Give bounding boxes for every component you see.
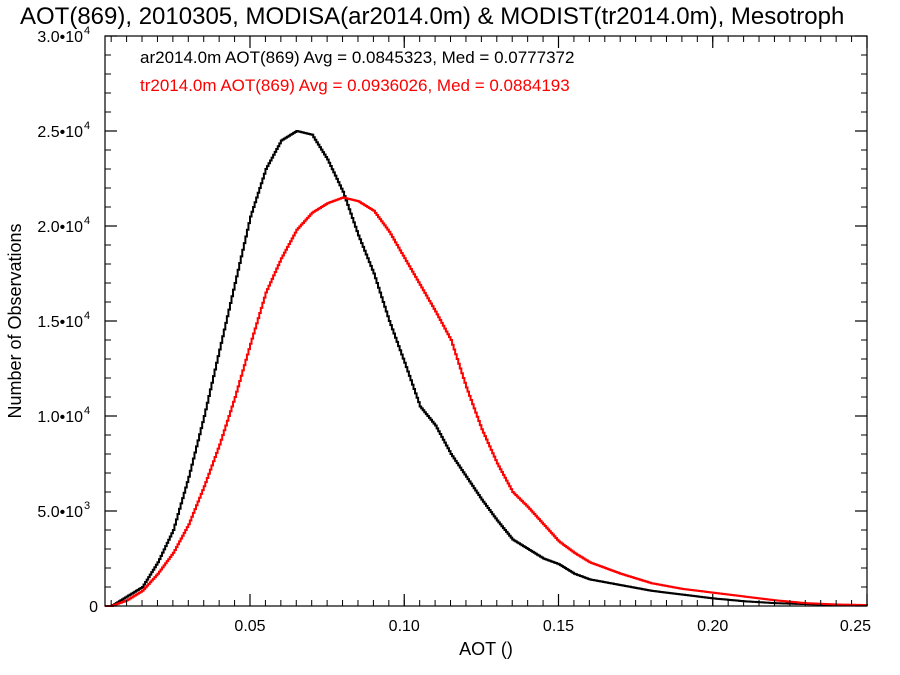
y-tick-exponent: 4: [84, 215, 90, 227]
x-axis: 0.05 0.10 0.15 0.20 0.25: [110, 36, 871, 635]
plot-area: [105, 130, 868, 607]
x-tick-label: 0.15: [543, 618, 574, 635]
x-tick-label: 0.20: [697, 618, 728, 635]
y-tick-exponent: 3: [84, 500, 90, 512]
y-tick-label: 2.5•10: [37, 124, 83, 141]
y-tick-exponent: 4: [84, 120, 90, 132]
y-tick-exponent: 4: [84, 310, 90, 322]
y-tick-exponent: 4: [84, 25, 90, 37]
y-axis: 05.0•10 31.0•10 41.5•10 42.0•10 42.5•10 43.0•…: [37, 25, 867, 616]
y-tick-label: 5.0•10: [37, 504, 83, 521]
series-line-1: [105, 130, 868, 607]
x-tick-label: 0.05: [234, 618, 265, 635]
y-tick-exponent: 4: [84, 405, 90, 417]
legend-annotation-2: tr2014.0m AOT(869) Avg = 0.0936026, Med …: [140, 76, 570, 95]
x-tick-label: 0.25: [840, 618, 871, 635]
y-tick-label: 2.0•10: [37, 219, 83, 236]
legend-annotations: ar2014.0m AOT(869) Avg = 0.0845323, Med …: [140, 48, 574, 95]
y-axis-label: Number of Observations: [5, 223, 25, 418]
legend-annotation-1: ar2014.0m AOT(869) Avg = 0.0845323, Med …: [140, 48, 574, 67]
y-tick-label: 3.0•10: [37, 29, 83, 46]
y-tick-label: 1.5•10: [37, 314, 83, 331]
y-tick-label: 0: [89, 599, 98, 616]
x-tick-label: 0.10: [389, 618, 420, 635]
chart-title: AOT(869), 2010305, MODISA(ar2014.0m) & M…: [20, 3, 844, 30]
y-tick-label: 1.0•10: [37, 409, 83, 426]
x-axis-label: AOT (): [459, 639, 513, 659]
series-line-2: [105, 196, 868, 607]
